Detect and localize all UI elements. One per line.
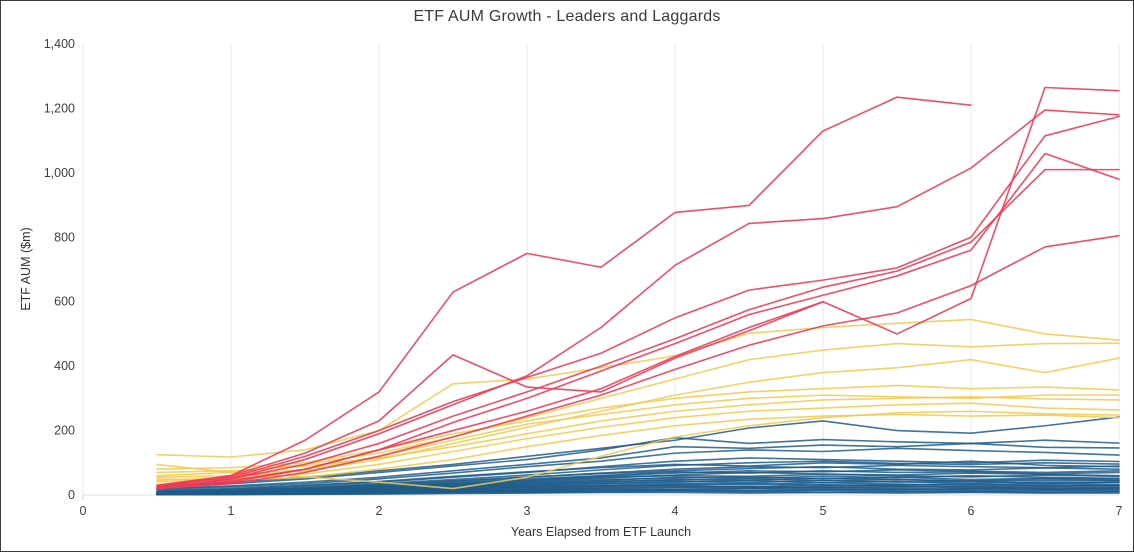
series-line-leader-2[interactable] <box>156 86 1120 490</box>
series-line-leader-8[interactable] <box>156 300 824 488</box>
series-line-laggard-4[interactable] <box>156 447 1120 491</box>
series-line-leader-4[interactable] <box>156 115 1120 487</box>
y-tick-label: 200 <box>54 424 75 438</box>
chart-title: ETF AUM Growth - Leaders and Laggards <box>413 8 721 25</box>
y-tick-label: 0 <box>68 488 75 502</box>
series-line-laggard-11[interactable] <box>156 470 1120 493</box>
series-line-leader-1[interactable] <box>156 96 972 487</box>
y-tick-label: 400 <box>54 359 75 373</box>
x-tick-label: 0 <box>80 504 87 518</box>
y-tick-label: 1,000 <box>44 166 75 180</box>
x-tick-label: 4 <box>672 504 679 518</box>
y-tick-label: 800 <box>54 230 75 244</box>
y-tick-label: 1,200 <box>44 101 75 115</box>
series-line-mid-9[interactable] <box>156 413 1120 482</box>
series-line-leader-6[interactable] <box>156 168 1120 488</box>
series-line-mid-8[interactable] <box>156 410 1120 490</box>
series-line-mid-1[interactable] <box>156 318 1120 458</box>
x-tick-label: 2 <box>376 504 383 518</box>
x-tick-label: 6 <box>968 504 975 518</box>
x-axis-title: Years Elapsed from ETF Launch <box>510 525 692 539</box>
x-tick-label: 1 <box>228 504 235 518</box>
x-tick-label: 5 <box>820 504 827 518</box>
x-tick-label: 3 <box>524 504 531 518</box>
series-line-laggard-3[interactable] <box>156 442 1120 490</box>
series-line-mid-6[interactable] <box>156 395 1120 474</box>
series-line-mid-7[interactable] <box>156 402 1120 483</box>
series-line-leader-7[interactable] <box>156 234 1120 490</box>
series-line-mid-5[interactable] <box>156 394 1120 479</box>
series-line-laggard-7[interactable] <box>156 460 1120 492</box>
y-tick-label: 600 <box>54 295 75 309</box>
series-line-leader-5[interactable] <box>156 152 1120 490</box>
series-line-laggard-30[interactable] <box>156 491 1120 496</box>
series-line-mid-2[interactable] <box>156 342 1120 477</box>
series-line-leader-3[interactable] <box>156 109 1120 490</box>
y-tick-label: 1,400 <box>44 37 75 51</box>
x-tick-label: 7 <box>1116 504 1123 518</box>
